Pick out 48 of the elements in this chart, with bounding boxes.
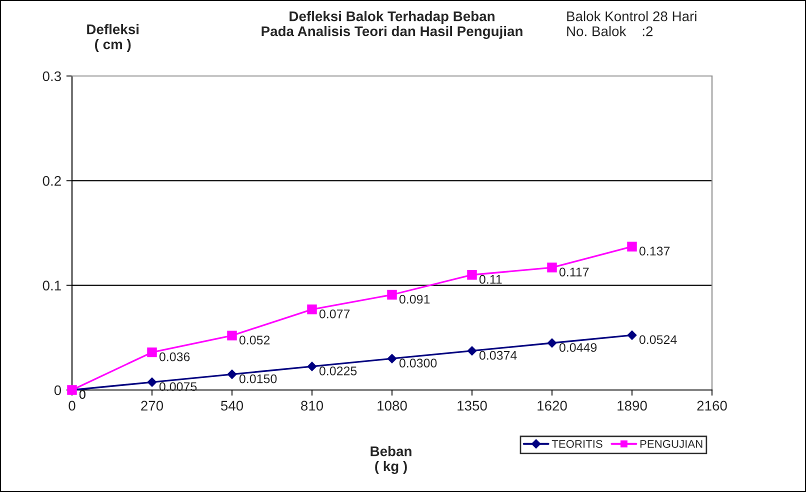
data-label: 0.077 <box>319 309 350 318</box>
y-tick-label: 0 <box>54 385 62 396</box>
x-tick-label: 1080 <box>378 400 407 411</box>
point <box>547 262 557 272</box>
point <box>307 304 317 314</box>
data-label: 0 <box>79 390 86 399</box>
x-tick-label: 1350 <box>458 400 487 411</box>
data-label: 0.0075 <box>159 382 197 392</box>
x-tick-label: 1620 <box>538 400 567 411</box>
x-tick-label: 810 <box>301 400 324 411</box>
point <box>547 338 557 348</box>
legend-label: PENGUJIAN <box>640 440 702 448</box>
y-axis-title: Defleksi ( cm ) <box>87 24 138 52</box>
text: Balok Kontrol 28 Hari No. Balok :2 <box>567 11 696 36</box>
data-label: 0.0449 <box>559 343 597 352</box>
data-label: 0.036 <box>159 352 190 362</box>
point <box>227 370 237 379</box>
x-tick-label: 540 <box>220 400 244 411</box>
point <box>147 347 157 358</box>
data-label: 0.0225 <box>319 366 357 376</box>
point <box>467 346 477 356</box>
x-tick-label: 0 <box>68 400 76 411</box>
data-label: 0.137 <box>639 246 670 256</box>
data-label: 0.11 <box>479 274 502 284</box>
chart-title: Defleksi Balok Terhadap Beban Pada Analisis Teori dan Hasil Pengujian <box>262 11 522 39</box>
x-tick-label: 1890 <box>618 400 647 411</box>
data-label: 0.0150 <box>239 374 277 384</box>
point <box>147 378 157 387</box>
point <box>467 270 477 280</box>
point <box>627 242 637 252</box>
data-label: 0.091 <box>399 294 430 304</box>
x-tick-label: 2160 <box>697 400 727 411</box>
y-tick-label: 0.2 <box>42 176 61 186</box>
y-tick-label: 0.1 <box>42 280 61 291</box>
data-label: 0.052 <box>239 336 270 344</box>
data-label: 0.0374 <box>479 350 517 360</box>
point <box>227 330 237 340</box>
point <box>387 290 397 300</box>
point <box>387 354 397 364</box>
y-tick-label: 0.3 <box>42 71 61 82</box>
legend-label: TEORITIS <box>552 440 602 448</box>
point <box>307 362 317 372</box>
data-label: 0.0524 <box>639 335 677 344</box>
x-tick-label: 270 <box>141 400 164 411</box>
point <box>627 330 637 340</box>
data-label: 0.0300 <box>399 358 437 368</box>
data-label: 0.117 <box>559 268 589 276</box>
x-axis-title: Beban ( kg ) <box>370 446 412 474</box>
